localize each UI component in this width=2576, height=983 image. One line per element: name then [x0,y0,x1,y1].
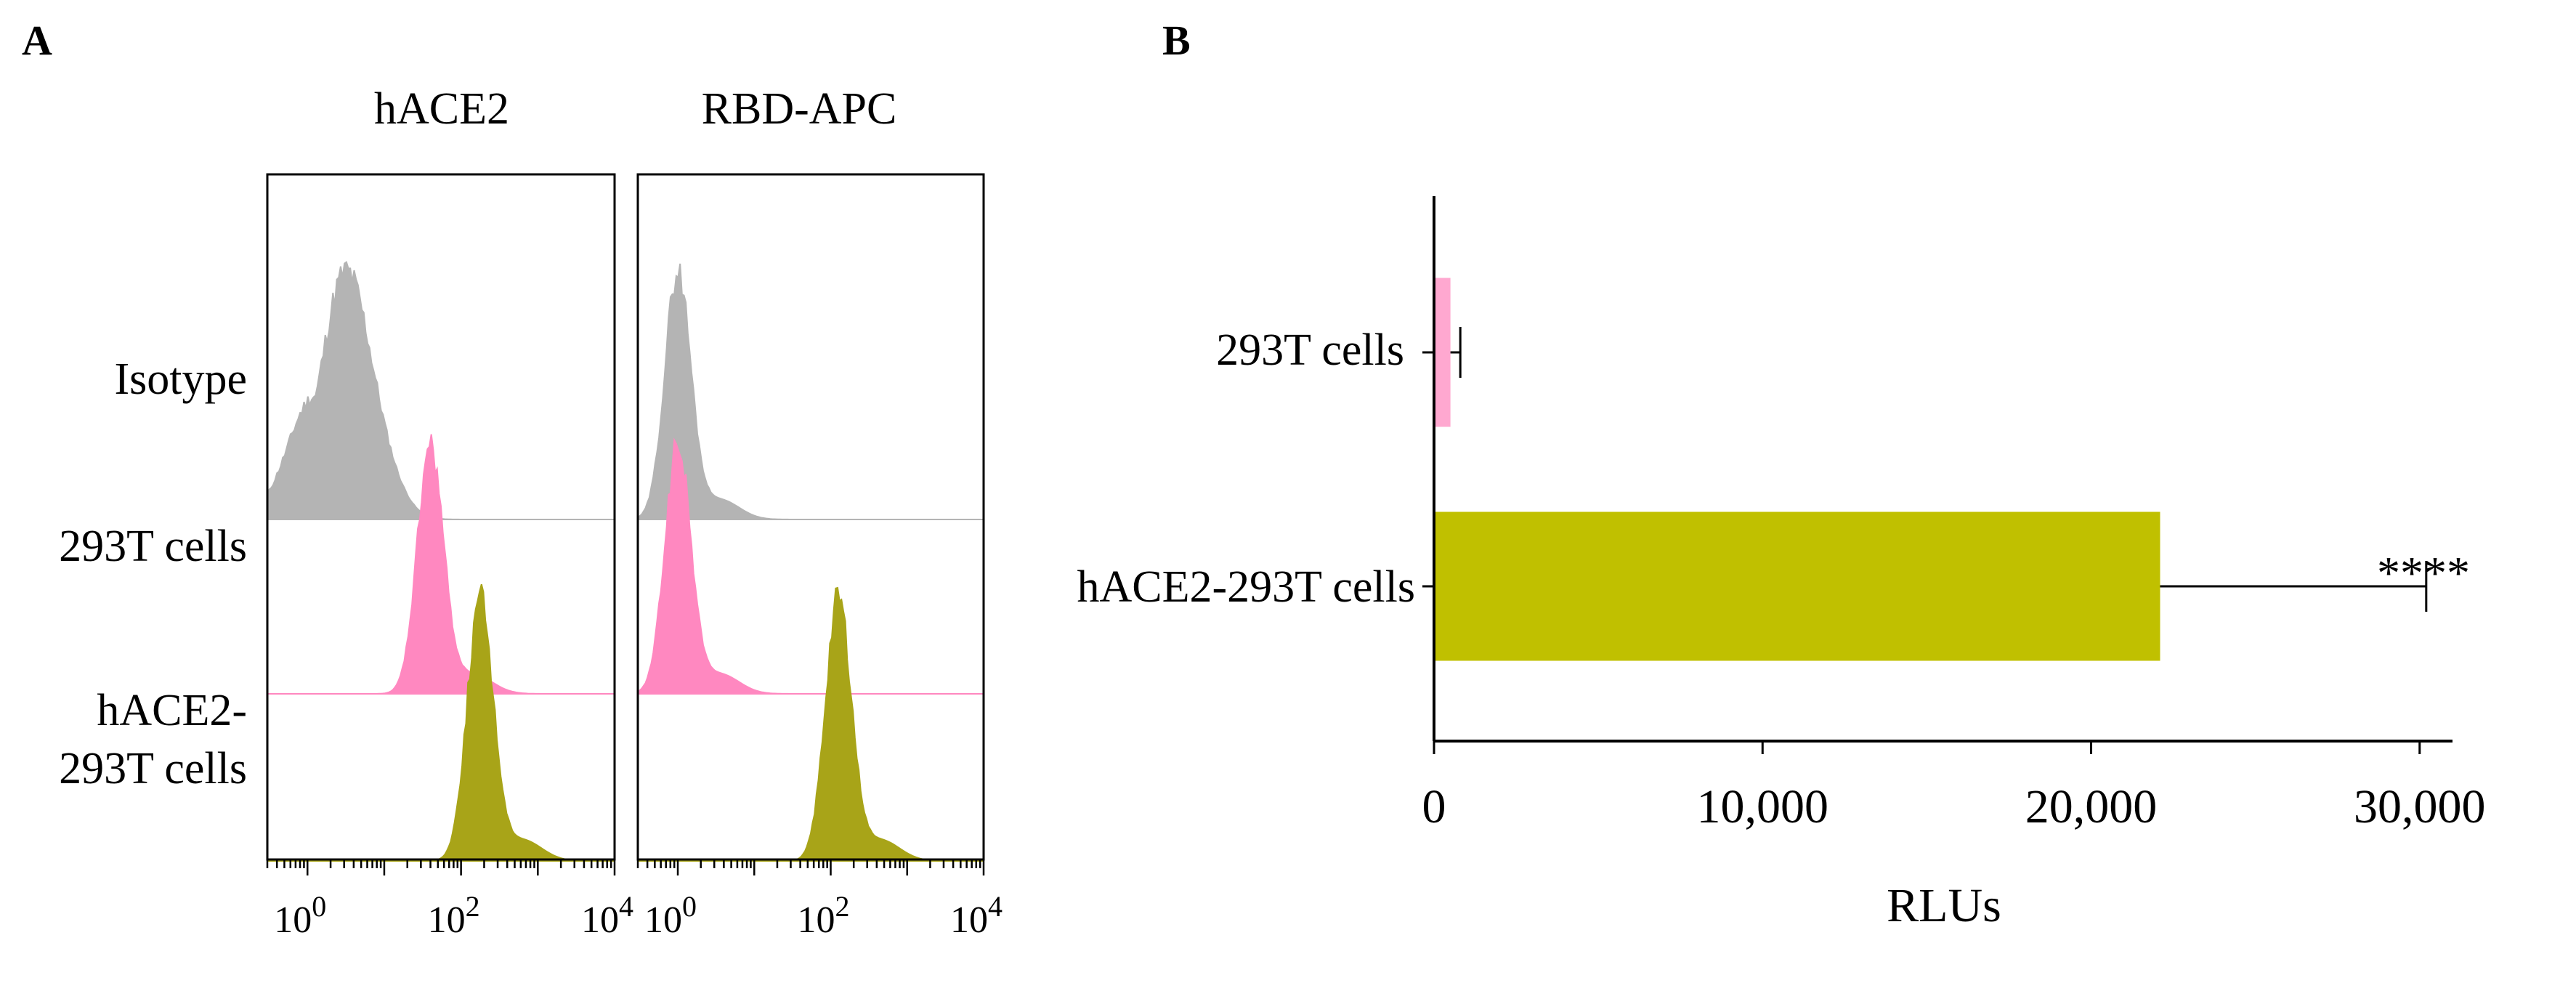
x-tick-label-10e4: 104 [950,890,1003,941]
bar-chart-rlus: 293T cells hACE2-293T cells **** RLUs 0 1… [1077,196,2486,932]
x-tick-label-10e0: 100 [644,890,697,941]
x-tick-label-10e0: 100 [274,890,326,941]
bar-hace2-293t [1434,511,2160,661]
x-tick-label: 20,000 [2025,780,2158,833]
bar-category-label-hace2-293t: hACE2-293T cells [1077,562,1415,612]
histogram-rbd-apc-isotype [637,263,984,520]
row-label-isotype: Isotype [114,355,247,404]
histogram-panel-rbd-apc: 100 102 104 [636,173,1003,941]
histogram-panel-hace2: 100 102 104 [266,173,633,941]
significance-annotation: **** [2377,547,2470,599]
hist-title-rbd-apc: RBD-APC [702,84,897,134]
x-tick-label-10e2: 102 [428,890,480,941]
x-tick-label: 0 [1422,780,1446,833]
row-label-hace2-line2: 293T cells [59,744,247,793]
panel-a-letter: A [22,17,52,64]
row-label-293t: 293T cells [59,522,247,571]
x-tick-label-10e2: 102 [798,890,850,941]
x-axis-label: RLUs [1887,879,2001,932]
hist-title-hace2: hACE2 [374,84,509,134]
x-tick-label-10e4: 104 [581,890,633,941]
bar-category-label-293t: 293T cells [1216,325,1404,375]
histogram-frame [266,173,616,861]
bar-293t [1434,278,1451,427]
histogram-frame [636,173,985,861]
x-tick-label: 10,000 [1697,780,1829,833]
panel-b-letter: B [1162,17,1191,64]
row-label-hace2-line1: hACE2- [97,686,247,735]
x-tick-label: 30,000 [2354,780,2486,833]
histogram-hace2-isotype [267,261,615,520]
